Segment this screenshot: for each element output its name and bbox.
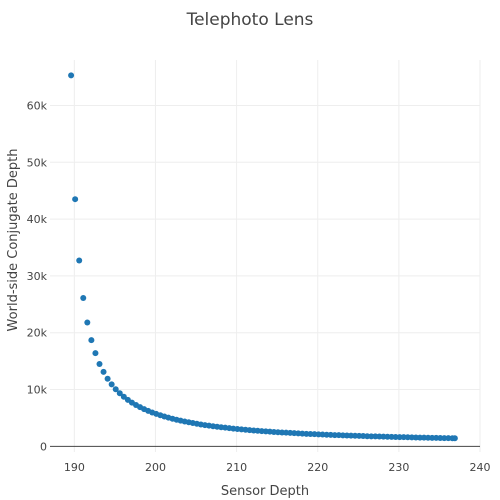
data-point bbox=[88, 337, 95, 344]
chart-title: Telephoto Lens bbox=[186, 10, 314, 30]
x-tick-label: 230 bbox=[388, 461, 409, 474]
y-tick-label: 20k bbox=[27, 327, 48, 340]
y-tick-label: 60k bbox=[27, 99, 48, 112]
data-point bbox=[92, 350, 99, 357]
x-tick-label: 210 bbox=[226, 461, 247, 474]
y-tick-label: 40k bbox=[27, 213, 48, 226]
y-tick-label: 30k bbox=[27, 270, 48, 283]
x-tick-label: 240 bbox=[470, 461, 491, 474]
data-point bbox=[104, 375, 111, 382]
data-point bbox=[84, 319, 91, 326]
x-tick-label: 190 bbox=[64, 461, 85, 474]
y-tick-label: 50k bbox=[27, 156, 48, 169]
x-tick-label: 200 bbox=[145, 461, 166, 474]
data-point bbox=[68, 72, 75, 79]
x-tick-labels: 190 200 210 220 230 240 bbox=[64, 461, 491, 474]
data-point bbox=[76, 257, 83, 264]
data-point bbox=[116, 390, 123, 397]
x-tick-label: 220 bbox=[307, 461, 328, 474]
y-tick-label: 0 bbox=[40, 440, 47, 453]
data-point bbox=[80, 295, 87, 302]
data-point bbox=[112, 386, 119, 393]
data-point bbox=[100, 368, 107, 375]
data-point bbox=[108, 381, 115, 388]
grid-lines bbox=[50, 60, 481, 452]
data-point bbox=[96, 360, 103, 367]
y-tick-labels: 0 10k 20k 30k 40k 50k 60k bbox=[27, 99, 48, 453]
x-axis-title: Sensor Depth bbox=[221, 484, 309, 499]
y-tick-label: 10k bbox=[27, 384, 48, 397]
data-point bbox=[72, 196, 79, 203]
y-axis-title: World-side Conjugate Depth bbox=[6, 149, 21, 332]
data-points bbox=[68, 72, 458, 442]
data-point bbox=[451, 435, 458, 442]
